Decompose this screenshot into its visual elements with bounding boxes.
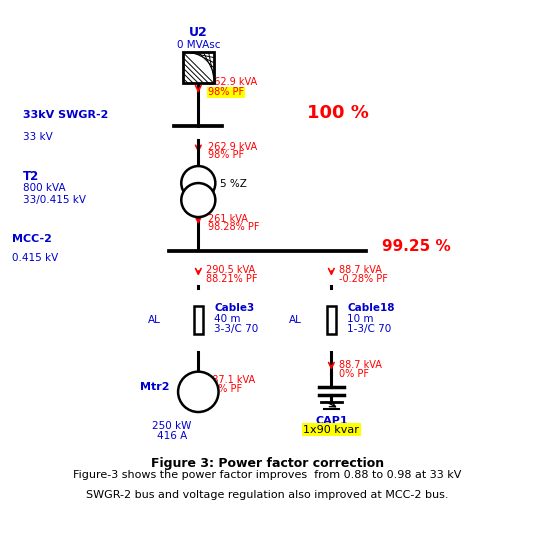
Text: Figure-3 shows the power factor improves  from 0.88 to 0.98 at 33 kV: Figure-3 shows the power factor improves… [73, 470, 462, 480]
Text: Figure 3: Power factor correction: Figure 3: Power factor correction [151, 457, 384, 470]
Text: 0% PF: 0% PF [339, 369, 369, 379]
Text: 800 kVA: 800 kVA [22, 183, 65, 193]
Text: 33/0.415 kV: 33/0.415 kV [22, 195, 86, 205]
Text: 100 %: 100 % [308, 104, 369, 122]
Text: 5 %Z: 5 %Z [219, 179, 247, 189]
Text: 287.1 kVA: 287.1 kVA [207, 375, 255, 385]
Text: 98% PF: 98% PF [208, 88, 244, 98]
Text: 88% PF: 88% PF [207, 383, 242, 394]
Text: 261 kVA: 261 kVA [208, 214, 248, 224]
Text: CAP1: CAP1 [315, 417, 348, 426]
Text: 3-3/C 70: 3-3/C 70 [215, 324, 258, 334]
Text: 33 kV: 33 kV [22, 131, 52, 142]
Text: AL: AL [148, 315, 160, 325]
Text: 262.9 kVA: 262.9 kVA [208, 142, 257, 152]
Text: U2: U2 [189, 26, 208, 39]
Circle shape [178, 372, 218, 412]
Text: 250 kW: 250 kW [152, 421, 192, 431]
Text: 98.28% PF: 98.28% PF [208, 222, 259, 232]
Text: Mtr2: Mtr2 [140, 381, 169, 391]
Bar [194, 307, 203, 334]
Text: 1x90 kvar: 1x90 kvar [303, 425, 360, 435]
Text: AL: AL [289, 315, 302, 325]
Text: 1-3/C 70: 1-3/C 70 [347, 324, 392, 334]
Circle shape [181, 183, 216, 217]
Text: 10 m: 10 m [347, 313, 374, 324]
Text: MCC-2: MCC-2 [12, 234, 52, 244]
Text: -0.28% PF: -0.28% PF [339, 274, 388, 284]
Text: 262.9 kVA: 262.9 kVA [208, 77, 257, 87]
Text: 40 m: 40 m [215, 313, 241, 324]
Bar [183, 52, 214, 83]
Text: Cable3: Cable3 [215, 303, 255, 313]
Text: 290.5 kVA: 290.5 kVA [207, 265, 255, 275]
Text: 33kV SWGR-2: 33kV SWGR-2 [22, 110, 108, 120]
Text: T2: T2 [22, 170, 39, 183]
Text: 88.7 kVA: 88.7 kVA [339, 360, 382, 370]
Text: 98% PF: 98% PF [208, 151, 244, 160]
Text: 0 MVAsc: 0 MVAsc [177, 40, 220, 50]
Text: 0.415 kV: 0.415 kV [12, 253, 58, 263]
Text: SWGR-2 bus and voltage regulation also improved at MCC-2 bus.: SWGR-2 bus and voltage regulation also i… [86, 490, 449, 500]
Text: 88.21% PF: 88.21% PF [207, 274, 258, 284]
Bar [326, 307, 336, 334]
Text: Cable18: Cable18 [347, 303, 395, 313]
Text: 416 A: 416 A [157, 430, 187, 441]
Text: 99.25 %: 99.25 % [382, 239, 450, 254]
Circle shape [181, 166, 216, 200]
Text: 88.7 kVA: 88.7 kVA [339, 265, 382, 275]
